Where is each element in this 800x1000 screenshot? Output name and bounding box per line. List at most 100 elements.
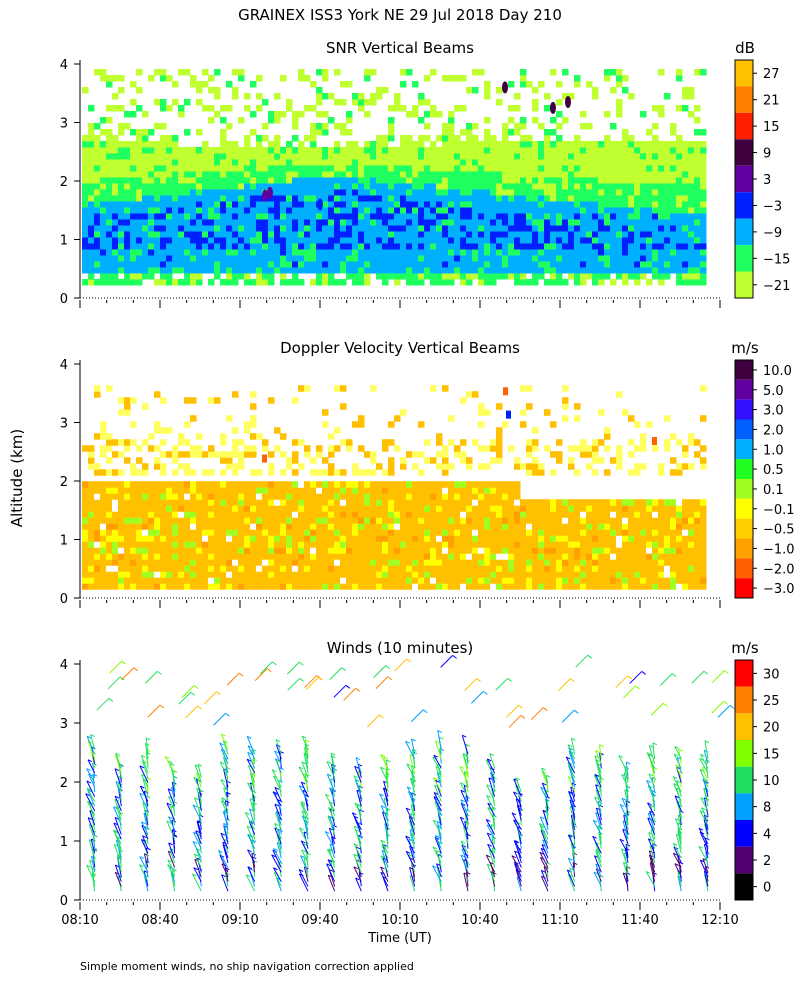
snr-cell [652,200,659,208]
velocity-cell [202,469,209,476]
snr-cell [700,194,707,202]
velocity-cell [268,397,275,404]
velocity-cell [250,559,257,566]
snr-cell [190,278,197,286]
snr-cell [490,200,497,208]
velocity-cell [376,463,383,470]
velocity-cell [220,541,227,548]
snr-cell [664,260,671,268]
snr-cell [100,230,107,238]
velocity-cell [568,463,575,470]
snr-cell [550,188,557,196]
snr-cell [580,176,587,184]
snr-cell [202,194,209,202]
snr-cell [460,140,467,148]
snr-cell [322,260,329,268]
velocity-cell [262,493,269,500]
snr-cell [238,176,245,184]
snr-cell [328,164,335,172]
snr-cell [670,260,677,268]
velocity-cell [436,559,443,566]
velocity-cell [418,565,425,572]
velocity-cell [334,427,341,434]
velocity-cell [586,535,593,542]
snr-cell [304,194,311,202]
snr-cell [514,218,521,226]
velocity-cell [256,487,263,494]
snr-cell [670,224,677,232]
snr-cell [160,248,167,256]
velocity-cell [358,469,365,476]
snr-cell [622,242,629,250]
snr-cell [418,272,425,280]
velocity-cell [484,505,491,512]
velocity-cell [220,487,227,494]
velocity-cell [538,463,545,470]
snr-colorbar-unit: dB [735,39,755,57]
velocity-cell [280,493,287,500]
velocity-cell [88,451,95,458]
velocity-cell [628,571,635,578]
velocity-cell [664,565,671,572]
velocity-cell [460,535,467,542]
velocity-cell [604,505,611,512]
velocity-cell [316,553,323,560]
velocity-cell [442,451,449,458]
velocity-cell [448,547,455,554]
snr-cell [100,260,107,268]
velocity-cell [160,481,167,488]
velocity-cell [388,565,395,572]
velocity-cell [208,583,215,590]
snr-cell [550,116,557,124]
velocity-cell [364,493,371,500]
velocity-cell [568,571,575,578]
snr-cell [634,266,641,274]
snr-cell [418,278,425,286]
velocity-cell [670,523,677,530]
snr-cell [568,170,575,178]
velocity-cell [700,577,707,584]
snr-cell [382,236,389,244]
snr-cell [646,218,653,226]
velocity-cell [442,493,449,500]
snr-cell [292,116,299,124]
velocity-cell [148,499,155,506]
snr-cell [436,224,443,232]
velocity-cell [502,517,509,524]
snr-cell [574,170,581,178]
velocity-cell [364,451,371,458]
snr-cell [106,212,113,220]
velocity-cell [214,547,221,554]
snr-cell [544,152,551,160]
velocity-cell [640,523,647,530]
snr-cell [250,128,257,136]
snr-cell [598,146,605,154]
velocity-cell [274,541,281,548]
velocity-cell [424,535,431,542]
snr-cell [628,242,635,250]
snr-cell [106,170,113,178]
velocity-cell [262,517,269,524]
snr-cell [538,206,545,214]
snr-cell [160,212,167,220]
snr-cell [664,158,671,166]
snr-cell [526,194,533,202]
snr-cell [100,254,107,262]
velocity-cell [526,385,533,392]
velocity-cell [370,577,377,584]
velocity-cell [538,577,545,584]
snr-cell [484,80,491,88]
snr-cell [490,206,497,214]
snr-cell [124,176,131,184]
snr-cell [454,212,461,220]
snr-cell [610,152,617,160]
snr-cell [544,206,551,214]
snr-cell [700,152,707,160]
snr-cell [178,254,185,262]
velocity-cell [148,445,155,452]
velocity-cell [346,535,353,542]
velocity-cell [88,493,95,500]
snr-cell [82,224,89,232]
snr-cell [514,212,521,220]
snr-cell [250,260,257,268]
